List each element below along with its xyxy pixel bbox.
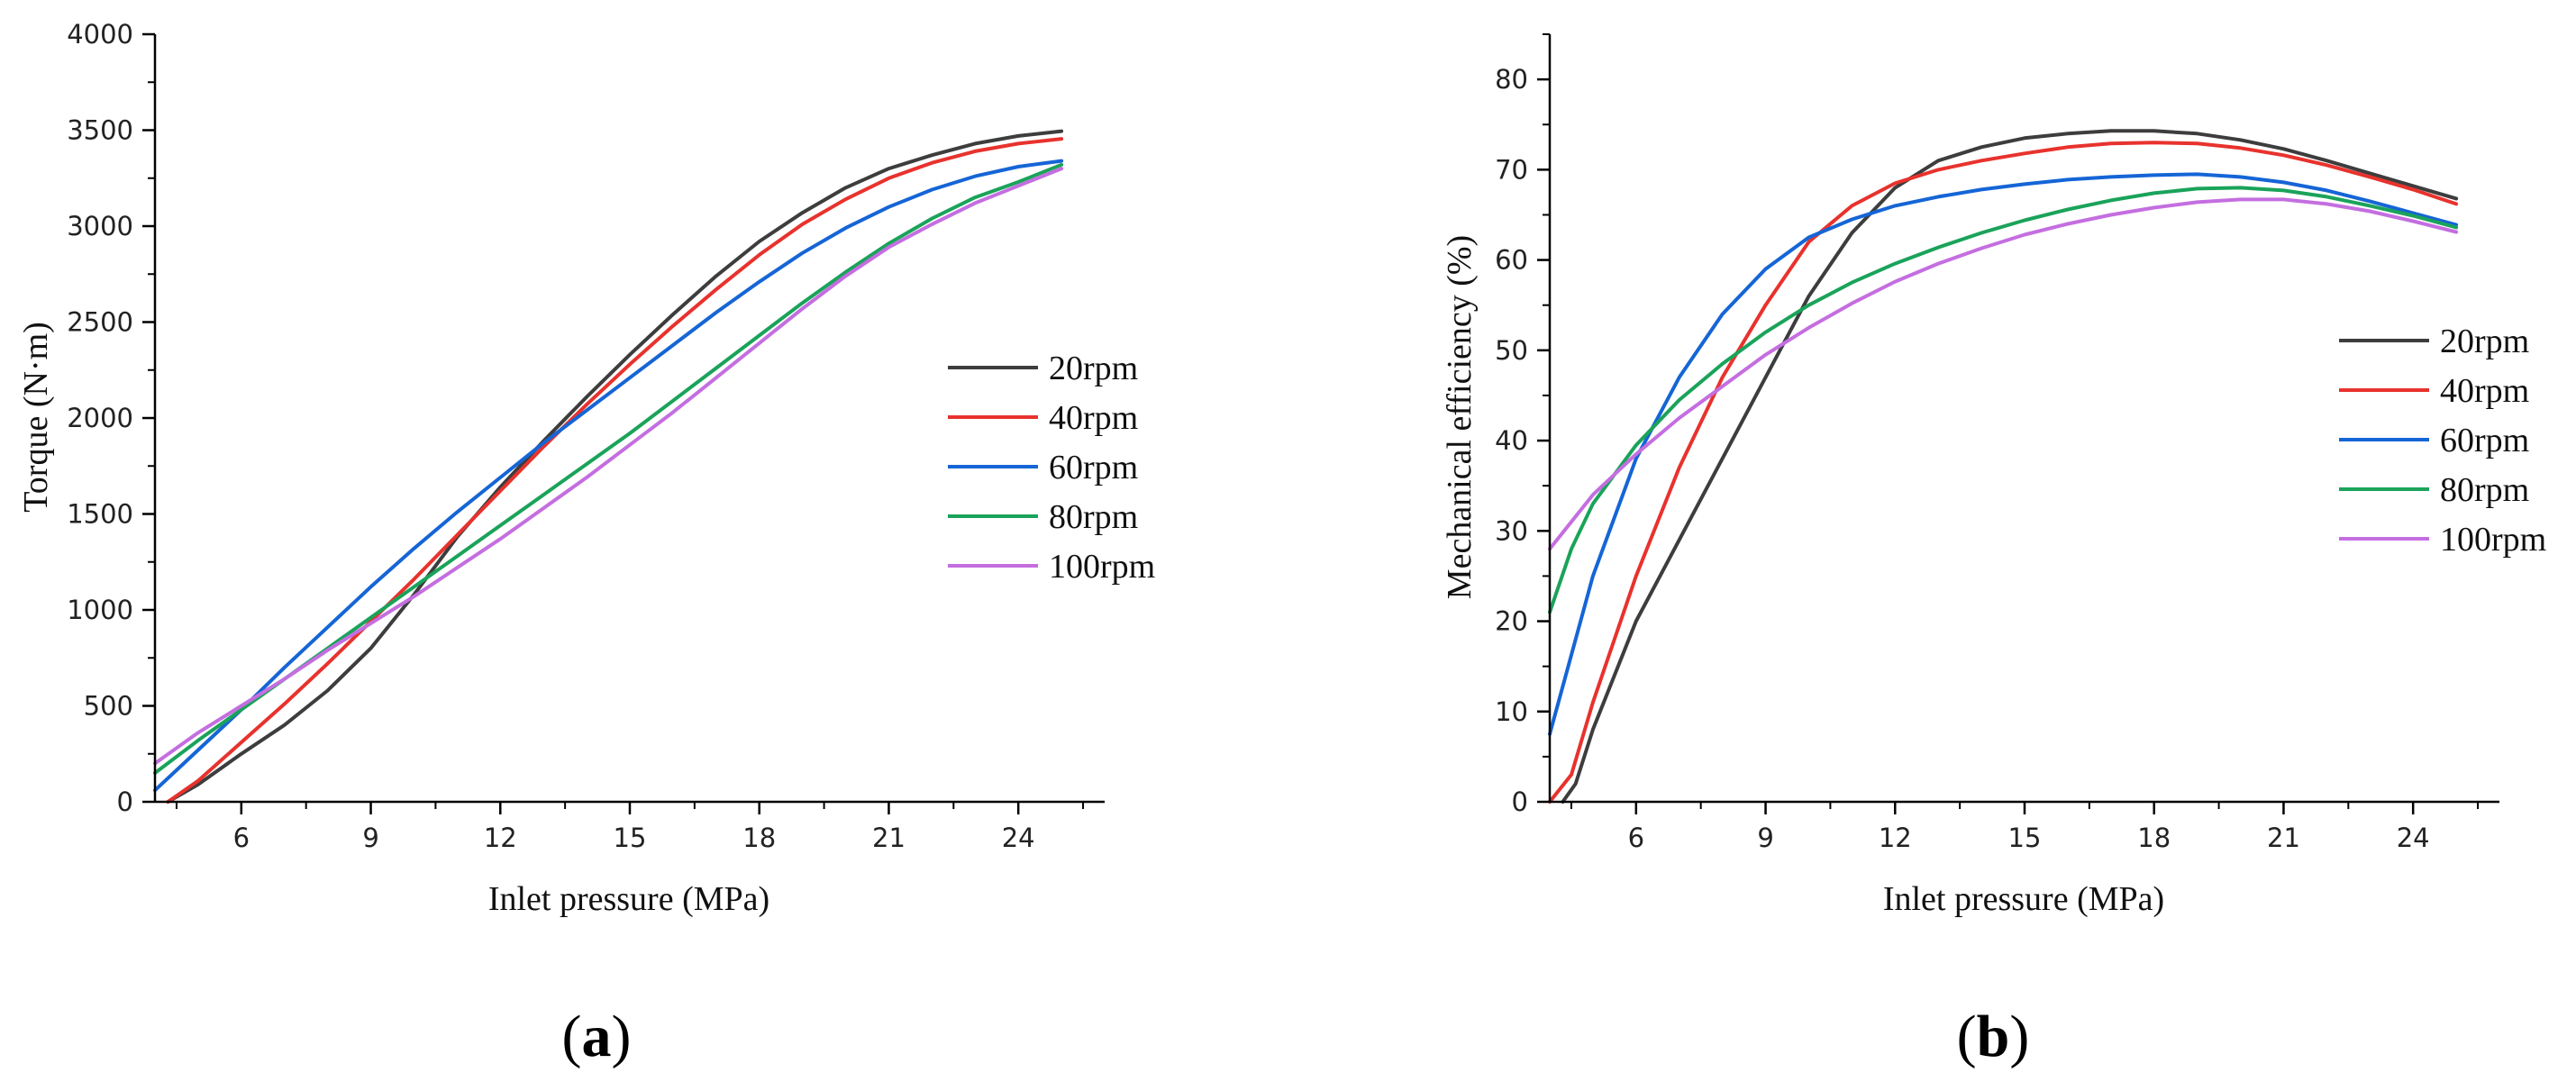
efficiency-series-line-100rpm [1548,197,2459,551]
efficiency-series-line-80rpm [1548,186,2459,614]
torque-chart: 6 9 12 15 18 21 24 0 500 1000 1500 2000 2500 3000 3500… [17,19,1155,1069]
torque-y-tick-label: 500 [84,691,133,722]
efficiency-x-tick-label: 15 [2008,823,2042,853]
torque-y-tick-label: 1500 [67,499,133,530]
torque-axes: 6 9 12 15 18 21 24 0 500 1000 1500 2000 2500 3000 3500… [67,19,1105,853]
torque-series-line-80rpm [153,162,1064,775]
efficiency-y-tick-label: 30 [1495,515,1528,546]
torque-x-tick-label: 18 [742,823,776,853]
torque-series-line-40rpm [166,137,1064,804]
efficiency-x-tick-label: 6 [1628,823,1644,853]
torque-x-tick-label: 6 [233,823,250,853]
efficiency-legend-label-40rpm: 40rpm [2440,372,2529,410]
panel-label-b: (b) [1957,1004,2030,1069]
torque-x-tick-label: 21 [872,823,906,853]
torque-x-tick-label: 24 [1002,823,1035,853]
torque-y-tick-label: 3500 [67,115,133,146]
efficiency-legend-label-60rpm: 60rpm [2440,422,2529,459]
efficiency-y-tick-label: 70 [1495,154,1528,185]
efficiency-series-line-40rpm [1548,141,2459,804]
torque-series-line-20rpm [166,129,1064,804]
torque-y-tick-label: 1000 [67,595,133,625]
torque-legend-label-100rpm: 100rpm [1049,548,1155,586]
torque-plot-area [153,129,1064,804]
torque-legend: 20rpm 40rpm 60rpm 80rpm 100rpm [948,350,1155,586]
torque-series-line-60rpm [153,159,1064,793]
efficiency-x-tick-label: 21 [2267,823,2300,853]
torque-legend-label-40rpm: 40rpm [1049,399,1138,437]
efficiency-y-tick-label: 20 [1495,606,1528,637]
efficiency-legend-label-80rpm: 80rpm [2440,471,2529,509]
efficiency-y-axis-title: Mechanical efficiency (%) [1441,235,1479,599]
torque-y-tick-label: 2500 [67,307,133,338]
torque-y-tick-label: 4000 [67,19,133,50]
efficiency-y-tick-label: 10 [1495,696,1528,727]
efficiency-axes: 6 9 12 15 18 21 24 0 10 20 30 40 50 60 70 80 [1495,33,2499,853]
torque-y-axis-title: Torque (N·m) [17,322,55,513]
torque-x-tick-label: 12 [484,823,517,853]
efficiency-series-line-20rpm [1561,129,2459,804]
efficiency-x-tick-label: 12 [1879,823,1912,853]
efficiency-x-tick-label: 24 [2397,823,2430,853]
panel-label-a: (a) [562,1004,632,1069]
efficiency-legend-label-20rpm: 20rpm [2440,323,2529,360]
torque-series-line-100rpm [153,167,1064,766]
torque-x-tick-label: 15 [614,823,647,853]
torque-legend-label-80rpm: 80rpm [1049,498,1138,536]
torque-x-axis-title: Inlet pressure (MPa) [488,880,769,918]
efficiency-y-tick-label: 80 [1495,64,1528,95]
efficiency-x-tick-label: 18 [2137,823,2171,853]
efficiency-series-line-60rpm [1548,172,2459,736]
torque-legend-label-20rpm: 20rpm [1049,350,1138,387]
efficiency-legend-label-100rpm: 100rpm [2440,521,2546,559]
efficiency-plot-area [1548,129,2459,804]
efficiency-y-tick-label: 50 [1495,335,1528,366]
torque-y-tick-label: 0 [117,786,133,817]
efficiency-y-tick-label: 60 [1495,245,1528,276]
efficiency-chart: 6 9 12 15 18 21 24 0 10 20 30 40 50 60 70 80 Inlet pres… [1441,33,2546,1069]
torque-legend-label-60rpm: 60rpm [1049,449,1138,486]
torque-y-tick-label: 2000 [67,403,133,433]
efficiency-legend: 20rpm 40rpm 60rpm 80rpm 100rpm [2339,323,2546,559]
torque-x-tick-label: 9 [362,823,378,853]
efficiency-x-axis-title: Inlet pressure (MPa) [1883,880,2164,918]
torque-y-tick-label: 3000 [67,211,133,241]
efficiency-x-tick-label: 9 [1757,823,1773,853]
efficiency-y-tick-label: 0 [1512,786,1528,817]
efficiency-y-tick-label: 40 [1495,425,1528,456]
